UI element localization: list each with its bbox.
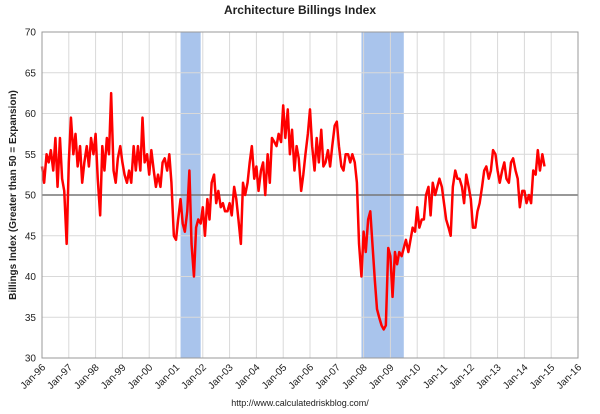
data-line	[40, 91, 546, 331]
y-tick-label: 65	[25, 68, 37, 79]
x-tick-label: Jan-00	[126, 362, 156, 392]
x-tick-label: Jan-14	[501, 362, 531, 392]
x-tick-label: Jan-11	[421, 362, 450, 391]
source: http://www.calculatedriskblog.com/	[231, 398, 369, 408]
x-tick-label: Jan-08	[340, 362, 370, 392]
y-tick-label: 30	[25, 354, 37, 365]
x-tick-label: Jan-05	[260, 362, 290, 392]
x-tick-label: Jan-13	[474, 362, 504, 392]
y-tick-label: 70	[25, 28, 37, 39]
plot-border	[41, 31, 579, 359]
y-tick-label: 35	[25, 313, 37, 324]
x-tick-label: Jan-16	[555, 362, 585, 392]
x-tick-label: Jan-02	[180, 362, 210, 392]
y-tick-label: 60	[25, 109, 37, 120]
x-tick-label: Jan-06	[287, 362, 317, 392]
y-axis-label: Billings Index (Greater than 50 = Expans…	[8, 90, 19, 300]
x-tick-label: Jan-09	[367, 362, 397, 392]
x-tick-label: Jan-03	[206, 362, 236, 392]
x-tick-label: Jan-01	[153, 362, 183, 392]
y-tick-label: 55	[25, 150, 37, 161]
y-tick-label: 40	[25, 272, 37, 283]
x-tick-label: Jan-99	[99, 362, 129, 392]
x-tick-label: Jan-07	[314, 362, 344, 392]
chart-title: Architecture Billings Index	[224, 3, 376, 17]
x-tick-label: Jan-15	[528, 362, 558, 392]
y-tick-label: 50	[25, 191, 37, 202]
x-tick-label: Jan-10	[394, 362, 424, 392]
x-tick-label: Jan-97	[46, 362, 76, 392]
x-tick-label: Jan-12	[448, 362, 478, 392]
x-tick-label: Jan-96	[19, 362, 49, 392]
x-tick-label: Jan-04	[233, 362, 263, 392]
x-tick-label: Jan-98	[72, 362, 102, 392]
y-tick-label: 45	[25, 231, 37, 242]
